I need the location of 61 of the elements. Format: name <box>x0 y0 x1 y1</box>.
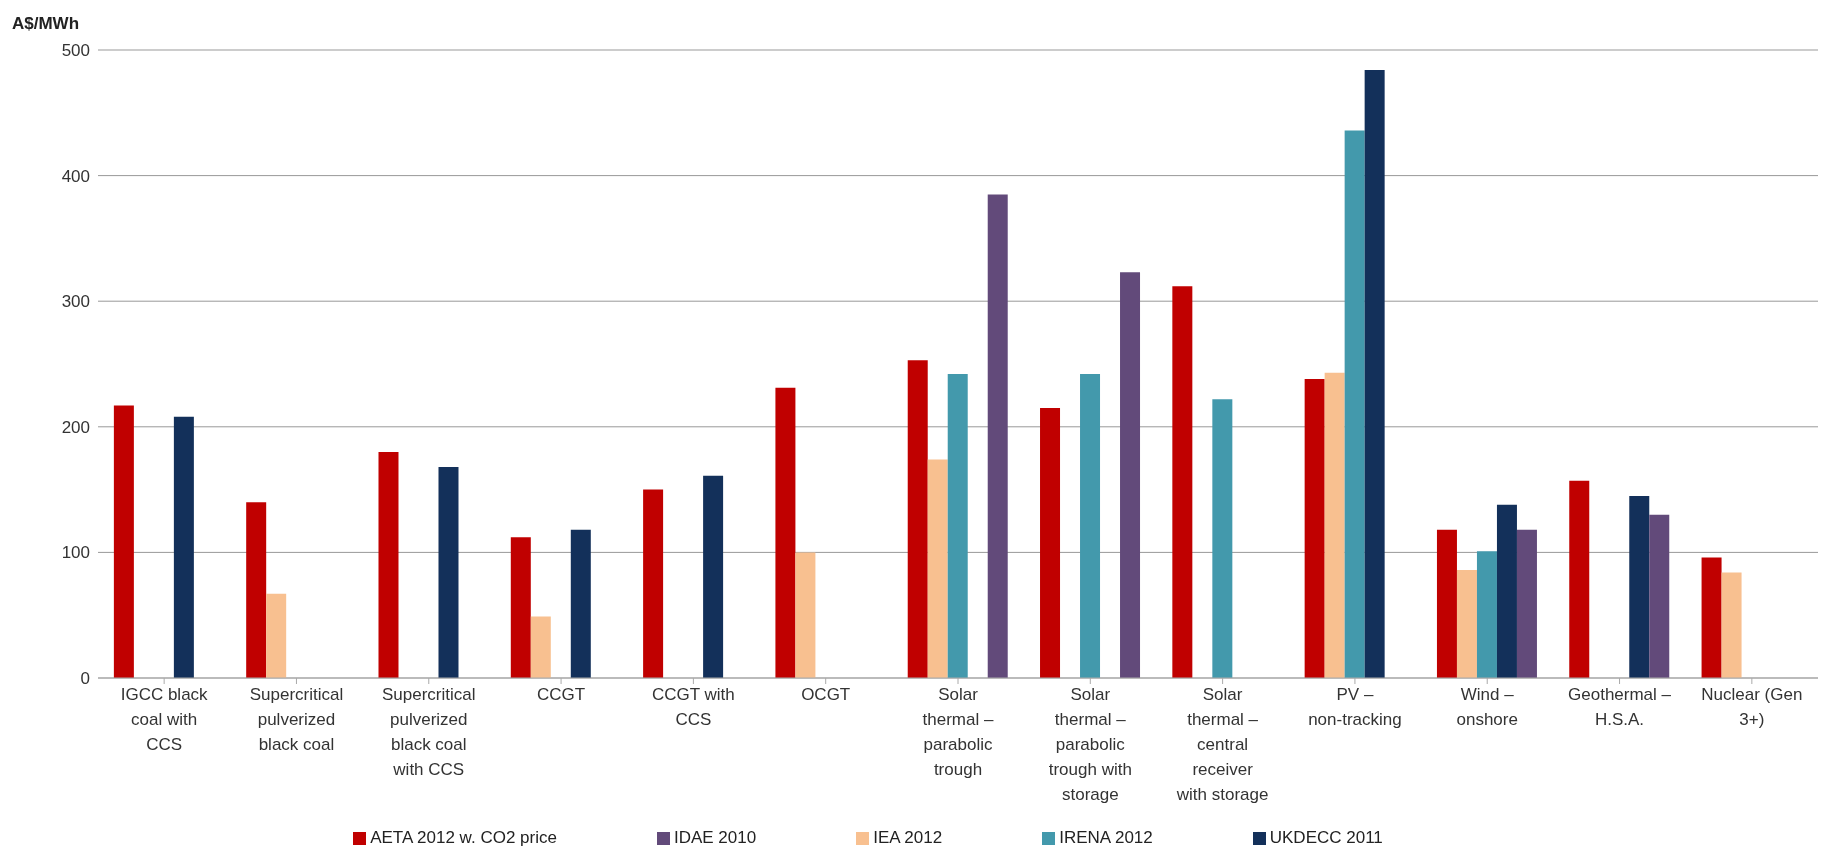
bar <box>1721 572 1742 678</box>
bar <box>1040 407 1061 678</box>
bar <box>378 451 399 678</box>
bar <box>438 466 459 678</box>
bar <box>987 194 1008 678</box>
bar <box>1364 70 1385 678</box>
x-tick-label: Solar thermal – central receiver with storage <box>1175 685 1269 804</box>
legend-label: IDAE 2010 <box>673 828 757 847</box>
y-tick-label: 0 <box>80 669 90 689</box>
bar <box>1304 379 1325 678</box>
bar <box>795 552 816 678</box>
y-tick-label: 200 <box>61 417 90 437</box>
x-tick-label: Wind – onshore <box>1456 685 1518 729</box>
bar <box>530 616 551 678</box>
legend-label: IEA 2012 <box>873 828 943 847</box>
x-tick-label: CCGT with CCS <box>651 685 735 729</box>
bar <box>510 537 531 678</box>
legend-label: UKDECC 2011 <box>1269 828 1383 847</box>
y-tick-label: 500 <box>61 41 90 61</box>
x-tick-label: OCGT <box>801 685 851 704</box>
legend-label: IRENA 2012 <box>1059 828 1153 847</box>
bar <box>570 529 591 678</box>
x-tick-label: Solar thermal – parabolic trough <box>922 685 994 779</box>
bar <box>1516 529 1537 678</box>
y-tick-label: 300 <box>61 292 90 312</box>
x-tick-label: Nuclear (Gen 3+) <box>1701 685 1803 729</box>
x-tick-label: Supercritical pulverized black coal with CCS <box>382 685 476 779</box>
bar <box>1649 514 1670 678</box>
bar <box>907 360 928 678</box>
x-tick-label: Supercritical pulverized black coal <box>249 685 344 754</box>
x-tick-label: Solar thermal – parabolic trough with storage <box>1048 685 1132 804</box>
bar <box>1496 504 1517 678</box>
bar <box>927 459 948 678</box>
bar <box>246 502 267 678</box>
bar <box>1172 286 1193 678</box>
legend-label: AETA 2012 w. CO2 price <box>370 828 557 847</box>
bar <box>113 405 134 678</box>
x-tick-label: CCGT <box>536 685 586 704</box>
x-tick-label: IGCC black coal with CCS <box>120 685 209 754</box>
bar <box>1436 529 1457 678</box>
bar <box>1324 372 1345 678</box>
bar <box>703 475 724 678</box>
bar <box>1212 399 1233 678</box>
bar <box>1456 569 1477 678</box>
bar <box>947 374 968 678</box>
bar <box>1701 557 1722 678</box>
bar <box>1629 495 1650 678</box>
bar <box>775 387 796 678</box>
bar <box>173 416 194 678</box>
bar <box>1344 130 1365 678</box>
y-axis-title: A$/MWh <box>12 14 80 34</box>
bar <box>1120 272 1141 678</box>
y-tick-label: 100 <box>61 543 90 563</box>
bar <box>1569 480 1590 678</box>
bar <box>266 593 287 678</box>
y-tick-label: 400 <box>61 166 90 186</box>
x-tick-label: PV – non-tracking <box>1308 685 1402 729</box>
bar <box>1476 551 1497 678</box>
bar <box>643 489 664 678</box>
x-tick-label: Geothermal – H.S.A. <box>1568 685 1672 729</box>
bar <box>1080 374 1101 678</box>
